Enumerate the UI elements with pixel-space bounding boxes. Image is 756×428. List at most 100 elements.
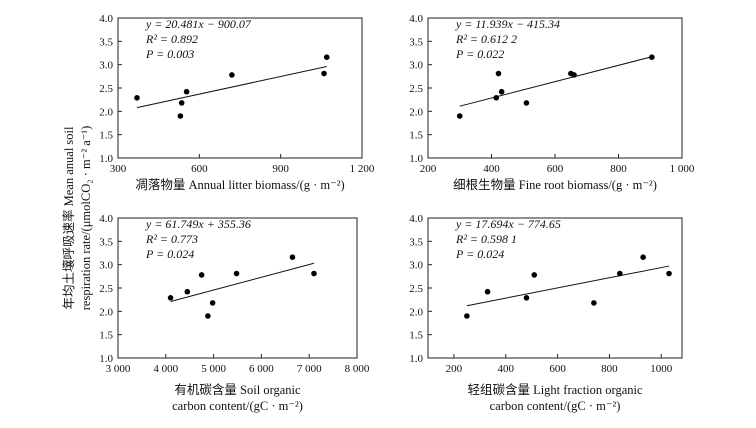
y-tick-label: 3.5	[409, 36, 423, 48]
y-tick-label: 1.0	[99, 153, 113, 165]
x-tick-label: 600	[549, 363, 566, 375]
panel-1: 1.0 1.5 2.0 2.5 3.0 3.5 4.0 300 600 900 1 200 y = 2…	[99, 13, 375, 192]
x-axis-label: 凋落物量 Annual litter biomass/(g · m⁻²)	[135, 178, 344, 192]
data-point	[666, 270, 672, 277]
x-axis-label: carbon content/(gC · m⁻²)	[490, 399, 621, 413]
y-tick-label: 2.5	[409, 283, 423, 295]
y-tick-label: 3.5	[99, 36, 113, 48]
fit-line	[466, 265, 670, 307]
y-tick-label: 3.0	[409, 260, 423, 272]
fit-line	[459, 56, 652, 107]
y-tick-label: 1.5	[409, 330, 423, 342]
y-axis-label: 年均土壤呼吸速率 Mean anual soil respiration rat…	[61, 126, 93, 310]
x-tick-label: 800	[601, 363, 618, 375]
regression-annotation: y = 61.749x + 355.36	[145, 217, 251, 231]
data-point	[464, 313, 470, 319]
x-tick-label: 800	[610, 163, 627, 175]
y-tick-label: 4.0	[409, 213, 423, 225]
y-tick-label: 2.0	[409, 306, 423, 318]
y-tick-label: 2.0	[99, 106, 113, 118]
data-point	[591, 300, 597, 306]
x-tick-label: 6 000	[249, 363, 274, 375]
y-tick-label: 1.5	[409, 130, 423, 142]
data-point	[640, 254, 646, 260]
y-tick-label: 2.0	[99, 306, 113, 318]
data-point	[456, 113, 463, 119]
y-tick-label: 2.5	[99, 83, 113, 95]
regression-annotation: P = 0.022	[455, 47, 504, 61]
x-tick-label: 300	[110, 163, 127, 175]
regression-annotation: P = 0.024	[455, 247, 504, 261]
data-point	[484, 288, 491, 295]
panel-2: 1.0 1.5 2.0 2.5 3.0 3.5 4.0 200 400 600 800 1 000 y …	[409, 13, 695, 192]
panel-3: 1.0 1.5 2.0 2.5 3.0 3.5 4.0 3 000 4 000 5 000 6 00…	[99, 213, 370, 413]
data-point	[493, 95, 500, 101]
x-tick-label: 200	[446, 363, 463, 375]
x-axis-label: 轻组碳含量 Light fraction organic	[467, 382, 643, 397]
y-tick-label: 3.0	[409, 60, 423, 72]
y-tick-label: 1.0	[409, 153, 423, 165]
data-point	[177, 113, 184, 119]
x-axis-label: carbon content/(gC · m⁻²)	[172, 399, 303, 413]
y-tick-label: 4.0	[99, 13, 113, 25]
data-point	[523, 295, 530, 301]
y-tick-label: 2.0	[409, 106, 423, 118]
regression-annotation: y = 20.481x − 900.07	[145, 17, 252, 31]
y-tick-label: 3.0	[99, 260, 113, 272]
regression-annotation: y = 11.939x − 415.34	[455, 17, 560, 31]
x-tick-label: 900	[272, 163, 289, 175]
data-point	[323, 54, 330, 60]
y-tick-label: 4.0	[409, 13, 423, 25]
x-tick-label: 7 000	[297, 363, 322, 375]
data-point	[229, 72, 235, 78]
regression-annotation: R² = 0.892	[145, 32, 198, 46]
x-tick-label: 8 000	[345, 363, 370, 375]
x-tick-label: 5 000	[201, 363, 226, 375]
data-point	[184, 288, 191, 295]
fit-line	[170, 262, 315, 303]
data-point	[205, 313, 211, 319]
x-tick-label: 400	[483, 163, 500, 175]
x-tick-label: 600	[191, 163, 208, 175]
data-point	[167, 295, 174, 301]
y-tick-label: 1.5	[99, 130, 113, 142]
data-point	[531, 272, 538, 278]
data-point	[321, 70, 327, 77]
data-point	[523, 100, 530, 106]
x-tick-label: 1 200	[350, 163, 375, 175]
y-axis-label-line2: respiration rate/(μmolCO₂ · m⁻² a⁻¹)	[79, 126, 93, 310]
regression-annotation: R² = 0.612 2	[455, 32, 517, 46]
y-tick-label: 1.5	[99, 330, 113, 342]
y-axis-label-line1: 年均土壤呼吸速率 Mean anual soil	[61, 126, 76, 309]
y-tick-label: 4.0	[99, 213, 113, 225]
x-tick-label: 1 000	[670, 163, 695, 175]
regression-annotation: R² = 0.598 1	[455, 232, 517, 246]
data-point	[495, 70, 502, 77]
x-tick-label: 600	[547, 163, 564, 175]
regression-annotation: P = 0.024	[145, 247, 194, 261]
y-tick-label: 2.5	[409, 83, 423, 95]
data-point	[311, 270, 317, 277]
y-tick-label: 3.5	[409, 236, 423, 248]
fit-line	[136, 66, 327, 109]
regression-annotation: P = 0.003	[145, 47, 194, 61]
panels: 1.0 1.5 2.0 2.5 3.0 3.5 4.0 300 600 900 1 200 y = 2…	[99, 13, 695, 413]
y-tick-label: 1.0	[99, 353, 113, 365]
data-point	[209, 300, 216, 306]
x-tick-label: 400	[498, 363, 515, 375]
data-point	[183, 88, 190, 95]
y-tick-label: 1.0	[409, 353, 423, 365]
data-point	[233, 270, 240, 277]
x-tick-label: 4 000	[153, 363, 178, 375]
regression-annotation: y = 17.694x − 774.65	[455, 217, 561, 231]
y-tick-label: 3.5	[99, 236, 113, 248]
data-point	[616, 270, 623, 277]
data-point	[498, 88, 505, 95]
y-tick-label: 2.5	[99, 283, 113, 295]
data-point	[571, 72, 577, 78]
y-tick-label: 3.0	[99, 60, 113, 72]
x-tick-label: 3 000	[106, 363, 131, 375]
data-point	[649, 54, 655, 60]
data-point	[178, 100, 185, 106]
